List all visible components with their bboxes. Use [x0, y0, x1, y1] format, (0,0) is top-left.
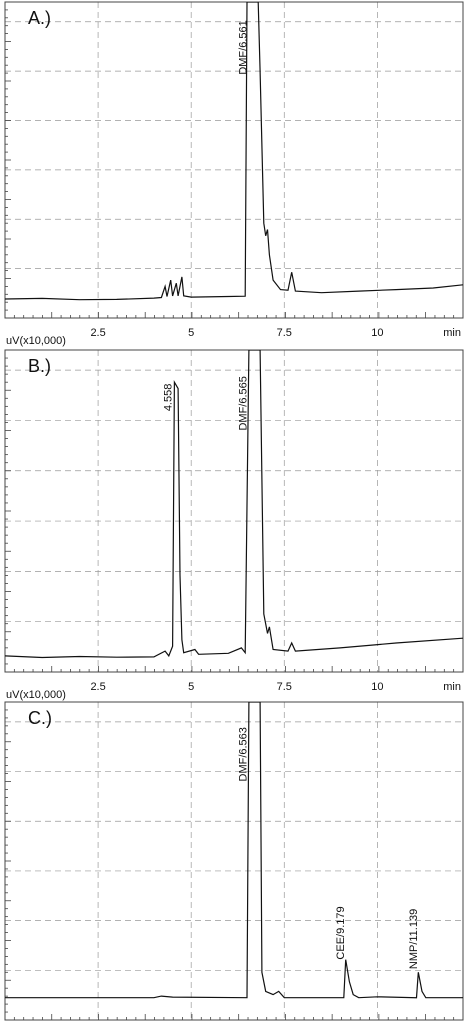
x-axis-label: min: [443, 327, 461, 339]
peak-label: CEE/9.179: [335, 906, 347, 959]
chart-panel: A.) 2.5 5 7.5 10 min uV(x10,000) DMF/6.561: [4, 1, 464, 347]
plot-frame: [4, 701, 464, 1021]
chart-panel: C.) DMF/6.563 CEE/9.179 NMP/11.139: [4, 701, 464, 1021]
peak-label: 4.558: [163, 384, 175, 412]
x-tick-label: 2.5: [90, 681, 105, 693]
chromatogram-line: [5, 2, 463, 301]
panel-title: B.): [28, 356, 51, 376]
x-tick-label: 7.5: [277, 327, 292, 339]
chromatogram-line: [5, 702, 463, 999]
chart-panel: B.) 2.5 5 7.5 10 min uV(x10,000) 4.558 DMF/6.565: [4, 349, 464, 701]
x-tick-label: 5: [188, 681, 194, 693]
peak-label: DMF/6.561: [237, 20, 249, 74]
panel-title: A.): [28, 8, 51, 28]
x-tick-label: 10: [371, 327, 383, 339]
peak-label: NMP/11.139: [408, 909, 420, 969]
peak-label: DMF/6.563: [237, 727, 249, 781]
x-tick-label: 5: [188, 327, 194, 339]
y-axis-label: uV(x10,000): [6, 335, 66, 347]
plot-frame: [4, 349, 464, 673]
x-tick-label: 10: [371, 681, 383, 693]
chromatogram-line: [5, 350, 463, 659]
plot-frame: [4, 1, 464, 319]
peak-label: DMF/6.565: [237, 376, 249, 430]
x-tick-label: 2.5: [90, 327, 105, 339]
y-axis-label: uV(x10,000): [6, 689, 66, 701]
x-axis-label: min: [443, 681, 461, 693]
panel-title: C.): [28, 708, 52, 728]
x-tick-label: 7.5: [277, 681, 292, 693]
